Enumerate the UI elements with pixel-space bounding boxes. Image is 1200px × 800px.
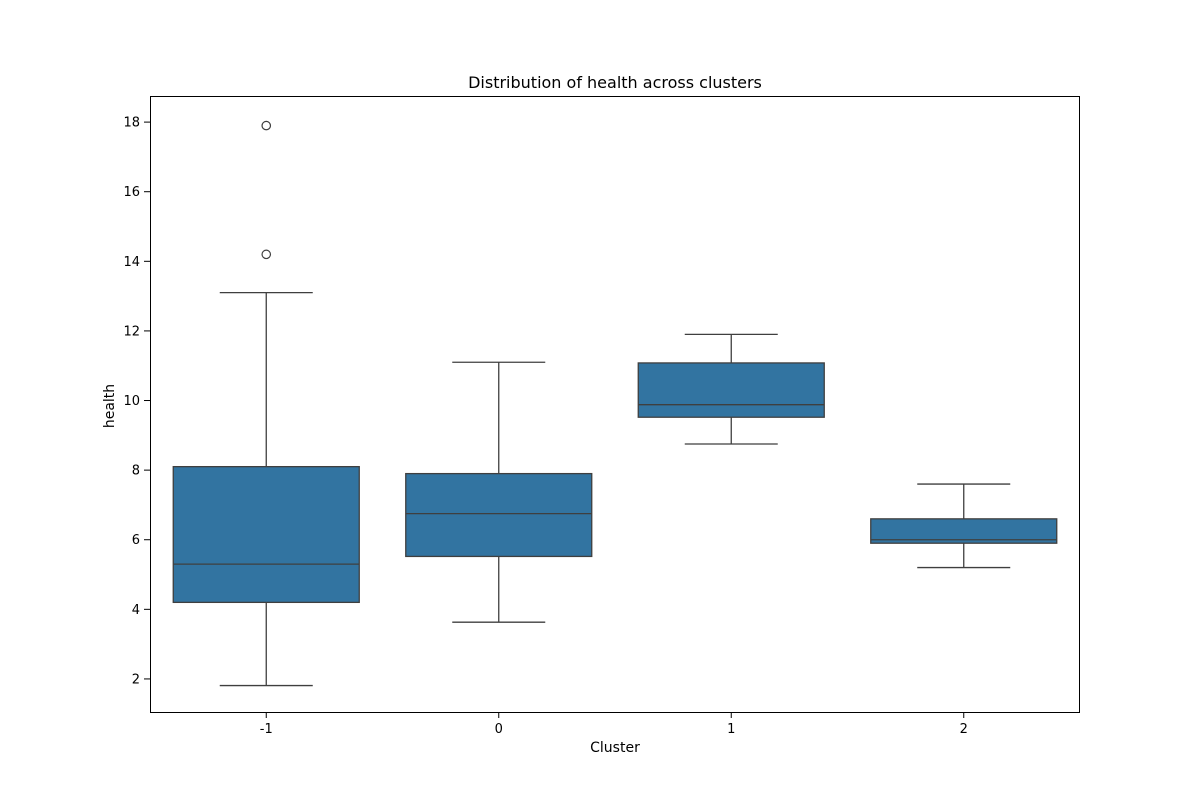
box-group-1 [637, 333, 825, 445]
y-tick-label: 18 [123, 116, 140, 131]
outlier-point [261, 249, 272, 260]
x-tick-label: 1 [727, 722, 735, 737]
y-tick-label: 6 [132, 533, 140, 548]
plot-frame [150, 96, 1080, 713]
y-tick-label: 8 [132, 464, 140, 479]
box-group-0 [405, 361, 593, 623]
y-tick-label: 16 [123, 185, 140, 200]
y-tick-label: 14 [123, 255, 140, 270]
y-tick-label: 2 [132, 672, 140, 687]
x-axis: -1 0 1 2 [260, 712, 968, 737]
y-axis-label: health [102, 384, 118, 428]
y-tick-label: 4 [132, 603, 140, 618]
x-tick-label: -1 [260, 722, 273, 737]
plot-content [172, 120, 1058, 687]
chart-title: Distribution of health across clusters [468, 73, 762, 92]
iqr-box [172, 465, 360, 604]
y-tick-label: 12 [123, 324, 140, 339]
x-tick-label: 2 [960, 722, 968, 737]
outlier-point [261, 120, 272, 131]
iqr-box [405, 472, 593, 558]
y-tick-label: 10 [123, 394, 140, 409]
iqr-box [637, 362, 825, 418]
box-group--1 [172, 120, 360, 687]
x-axis-label: Cluster [590, 740, 640, 756]
y-axis: 2 4 6 8 10 12 14 16 18 [123, 116, 150, 687]
box-group-2 [870, 483, 1058, 569]
x-tick-label: 0 [495, 722, 503, 737]
